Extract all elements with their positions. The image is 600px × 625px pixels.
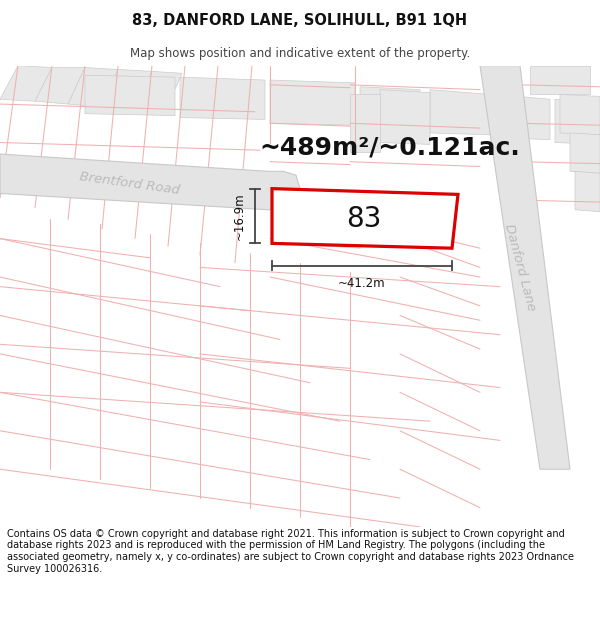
- Polygon shape: [570, 133, 600, 173]
- Polygon shape: [555, 99, 600, 144]
- Polygon shape: [35, 68, 85, 104]
- Text: 83, DANFORD LANE, SOLIHULL, B91 1QH: 83, DANFORD LANE, SOLIHULL, B91 1QH: [133, 13, 467, 28]
- Polygon shape: [135, 71, 182, 112]
- Polygon shape: [560, 94, 600, 135]
- Text: Map shows position and indicative extent of the property.: Map shows position and indicative extent…: [130, 48, 470, 60]
- Polygon shape: [495, 94, 550, 139]
- Polygon shape: [272, 189, 458, 248]
- Polygon shape: [430, 89, 490, 135]
- Polygon shape: [350, 94, 380, 152]
- Polygon shape: [380, 89, 430, 144]
- Text: Brentford Road: Brentford Road: [79, 171, 181, 198]
- Polygon shape: [68, 68, 118, 107]
- Text: ~489m²/~0.121ac.: ~489m²/~0.121ac.: [260, 135, 520, 159]
- Polygon shape: [0, 66, 52, 101]
- Polygon shape: [575, 171, 600, 212]
- Polygon shape: [480, 66, 570, 469]
- Text: Contains OS data © Crown copyright and database right 2021. This information is : Contains OS data © Crown copyright and d…: [7, 529, 574, 574]
- Polygon shape: [102, 69, 152, 110]
- Text: Danford Lane: Danford Lane: [502, 222, 538, 312]
- Polygon shape: [0, 154, 300, 210]
- Polygon shape: [180, 77, 265, 119]
- Polygon shape: [270, 80, 355, 125]
- Text: 83: 83: [346, 204, 381, 232]
- Polygon shape: [85, 75, 175, 116]
- Text: ~16.9m: ~16.9m: [233, 192, 246, 240]
- Polygon shape: [360, 87, 420, 130]
- Text: ~41.2m: ~41.2m: [338, 277, 386, 290]
- Polygon shape: [280, 205, 360, 248]
- Polygon shape: [530, 66, 590, 94]
